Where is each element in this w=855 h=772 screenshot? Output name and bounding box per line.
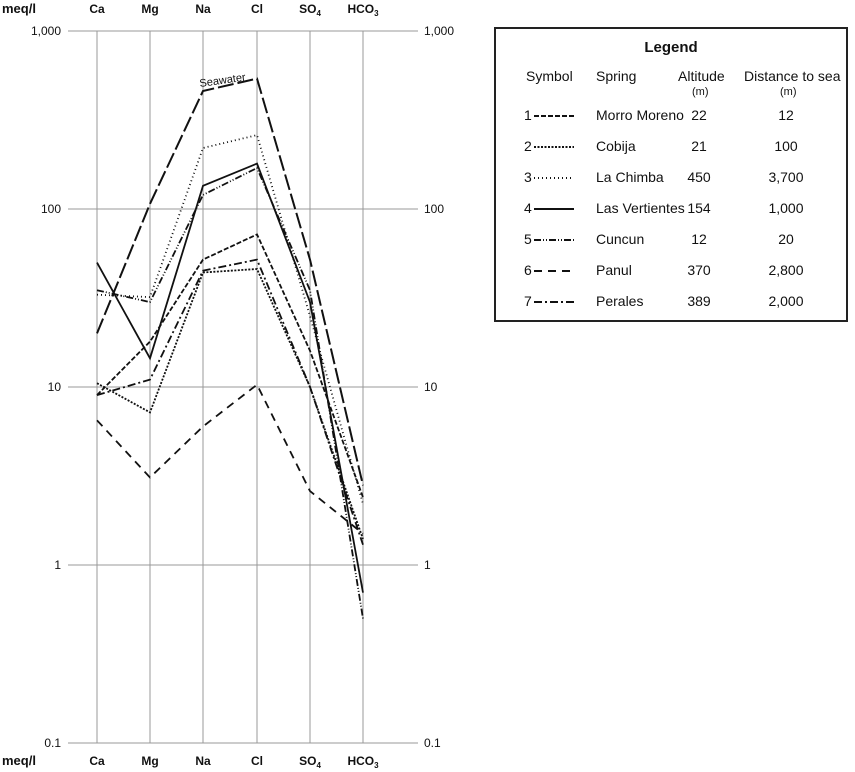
legend-row: 7 Perales 389 2,000: [496, 293, 846, 313]
legend-spring: Morro Moreno: [596, 107, 684, 123]
legend-symbol-number: 4: [524, 200, 532, 216]
header-altitude: Altitude: [678, 68, 725, 84]
legend-distance: 2,000: [768, 293, 804, 309]
legend-altitude: 12: [691, 231, 707, 247]
legend-spring: Cuncun: [596, 231, 645, 247]
legend-symbol-number: 7: [524, 293, 532, 309]
legend-distance: 100: [774, 138, 798, 154]
legend-distance: 2,800: [768, 262, 804, 278]
y-tick-label-left: 1: [54, 558, 61, 572]
y-tick-label-right: 100: [424, 202, 444, 216]
legend-line-sample: [534, 146, 574, 148]
y-tick-label-left: 10: [48, 380, 62, 394]
legend-spring: Perales: [596, 293, 644, 309]
legend-row: 3 La Chimba 450 3,700: [496, 169, 846, 189]
x-tick-label: SO4: [299, 2, 321, 18]
legend-symbol-number: 5: [524, 231, 532, 247]
header-altitude-unit: (m): [692, 86, 709, 98]
x-tick-label: Mg: [141, 754, 158, 768]
series-line-las-vertientes: [96, 162, 364, 593]
legend: Legend Symbol Spring Altitude (m) Distan…: [494, 27, 848, 322]
header-distance: Distance to sea: [744, 68, 841, 84]
y-tick-label-left: 1,000: [31, 24, 61, 38]
x-tick-label: SO4: [299, 754, 321, 770]
legend-distance: 20: [778, 231, 794, 247]
legend-line-sample: [534, 177, 574, 179]
y-axis-label: meq/l: [2, 1, 36, 16]
legend-line-sample: [534, 301, 574, 303]
legend-distance: 12: [778, 107, 794, 123]
header-symbol: Symbol: [526, 68, 573, 84]
legend-symbol-number: 3: [524, 169, 532, 185]
series-line-panul: [96, 383, 364, 535]
x-tick-label: Cl: [251, 754, 263, 768]
legend-symbol-number: 1: [524, 107, 532, 123]
x-tick-label: Na: [195, 754, 211, 768]
series-line-seawater: [96, 77, 364, 486]
series-line-morro-moreno: [96, 233, 364, 498]
legend-line-sample: [534, 270, 574, 272]
legend-title: Legend: [644, 39, 698, 56]
x-tick-label: HCO3: [347, 2, 379, 18]
legend-line-sample: [534, 239, 574, 241]
legend-altitude: 389: [687, 293, 711, 309]
legend-altitude: 21: [691, 138, 707, 154]
legend-symbol-number: 6: [524, 262, 532, 278]
legend-altitude: 370: [687, 262, 711, 278]
x-tick-label: Mg: [141, 2, 158, 16]
legend-symbol-number: 2: [524, 138, 532, 154]
y-tick-label-left: 100: [41, 202, 61, 216]
legend-altitude: 450: [687, 169, 711, 185]
y-tick-label-right: 0.1: [424, 736, 441, 750]
legend-line-sample: [534, 208, 574, 210]
y-tick-label-right: 10: [424, 380, 438, 394]
x-tick-label: Ca: [89, 754, 105, 768]
x-tick-label: Ca: [89, 2, 105, 16]
legend-line-sample: [534, 115, 574, 117]
legend-spring: Panul: [596, 262, 632, 278]
series-line-cuncun: [96, 166, 364, 619]
y-axis-label: meq/l: [2, 753, 36, 768]
y-tick-label-left: 0.1: [44, 736, 61, 750]
legend-altitude: 22: [691, 107, 707, 123]
legend-spring: Las Vertientes: [596, 200, 685, 216]
header-distance-unit: (m): [780, 86, 797, 98]
legend-row: 6 Panul 370 2,800: [496, 262, 846, 282]
legend-row: 5 Cuncun 12 20: [496, 231, 846, 251]
header-spring: Spring: [596, 68, 637, 84]
x-tick-label: HCO3: [347, 754, 379, 770]
legend-row: 2 Cobija 21 100: [496, 138, 846, 158]
legend-row: 1 Morro Moreno 22 12: [496, 107, 846, 127]
legend-spring: La Chimba: [596, 169, 664, 185]
legend-distance: 1,000: [768, 200, 804, 216]
series-line-perales: [96, 258, 364, 545]
legend-distance: 3,700: [768, 169, 804, 185]
x-tick-label: Na: [195, 2, 211, 16]
x-tick-label: Cl: [251, 2, 263, 16]
legend-row: 4 Las Vertientes 154 1,000: [496, 200, 846, 220]
y-tick-label-right: 1,000: [424, 24, 454, 38]
legend-spring: Cobija: [596, 138, 636, 154]
legend-altitude: 154: [687, 200, 711, 216]
series-line-cobija: [96, 268, 364, 540]
y-tick-label-right: 1: [424, 558, 431, 572]
